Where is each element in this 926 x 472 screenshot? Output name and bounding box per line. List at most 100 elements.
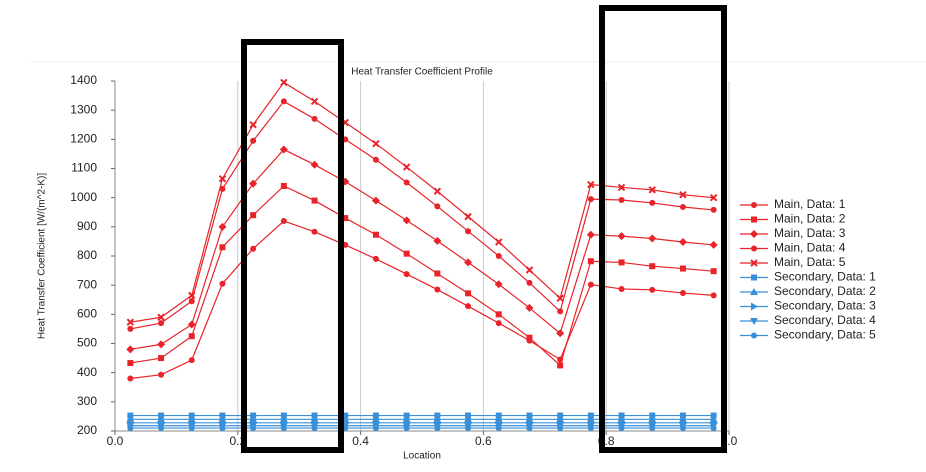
marker <box>310 97 319 106</box>
marker <box>280 183 287 189</box>
marker <box>311 197 318 204</box>
marker <box>219 185 226 192</box>
marker <box>495 425 502 432</box>
series-line <box>130 148 714 350</box>
marker <box>648 186 656 194</box>
legend-label: Main, Data: 5 <box>774 255 846 269</box>
marker <box>311 425 318 432</box>
marker <box>372 140 380 148</box>
marker <box>311 115 318 122</box>
marker <box>525 303 534 312</box>
marker <box>679 204 686 210</box>
marker <box>280 218 287 224</box>
marker <box>218 222 227 231</box>
marker <box>556 294 564 302</box>
marker <box>434 425 441 432</box>
marker <box>617 183 626 192</box>
marker <box>403 179 410 186</box>
marker <box>310 160 319 169</box>
marker <box>250 212 257 219</box>
x-tick-label: 0.4 <box>352 434 369 448</box>
marker <box>679 425 686 432</box>
legend-marker <box>751 202 757 208</box>
legend-marker <box>750 288 758 295</box>
marker <box>587 281 594 288</box>
legend-marker <box>750 259 758 267</box>
marker <box>587 180 595 189</box>
legend-marker <box>750 318 758 325</box>
marker <box>586 230 595 239</box>
marker <box>157 340 166 349</box>
marker <box>433 236 442 245</box>
marker <box>250 245 257 252</box>
marker <box>679 191 687 199</box>
marker <box>434 203 441 210</box>
marker <box>465 303 472 310</box>
marker <box>249 179 258 188</box>
marker <box>250 425 257 432</box>
y-tick-label: 1000 <box>70 190 97 204</box>
y-tick-label: 1300 <box>70 102 97 116</box>
marker <box>465 425 472 432</box>
legend-label: Secondary, Data: 5 <box>774 328 876 342</box>
y-tick-label: 900 <box>77 219 97 233</box>
marker <box>219 425 226 432</box>
marker <box>188 298 195 305</box>
y-tick-label: 200 <box>77 423 97 437</box>
marker <box>311 228 318 235</box>
series-line <box>130 81 714 323</box>
series-line <box>130 220 714 380</box>
marker <box>187 320 196 329</box>
marker <box>617 232 626 241</box>
marker <box>464 258 473 267</box>
marker <box>649 199 656 206</box>
marker <box>495 320 502 327</box>
marker <box>280 425 287 432</box>
y-tick-label: 1200 <box>70 132 97 146</box>
legend-marker <box>751 332 757 339</box>
marker <box>494 280 503 289</box>
marker <box>127 360 134 367</box>
marker <box>495 238 503 246</box>
marker <box>249 121 257 129</box>
marker <box>372 231 379 238</box>
marker <box>158 320 165 327</box>
marker <box>342 215 349 222</box>
highlight-box <box>241 39 344 453</box>
marker <box>126 318 135 326</box>
highlight-box <box>599 5 727 453</box>
marker <box>587 258 594 265</box>
legend-label: Main, Data: 3 <box>774 226 846 240</box>
marker <box>402 163 411 171</box>
marker <box>464 212 472 221</box>
marker <box>219 280 226 287</box>
marker <box>649 425 656 432</box>
legend-marker <box>751 274 757 281</box>
marker <box>587 196 594 203</box>
marker <box>649 286 656 293</box>
y-tick-label: 300 <box>77 394 97 408</box>
marker <box>557 308 564 315</box>
marker <box>434 270 441 277</box>
marker <box>710 206 717 213</box>
marker <box>557 362 564 369</box>
legend-label: Main, Data: 1 <box>774 197 846 211</box>
y-tick-label: 700 <box>77 277 97 291</box>
marker <box>188 425 195 432</box>
marker <box>710 268 717 275</box>
marker <box>649 263 656 270</box>
y-axis-label: Heat Transfer Coefficient [W/(m^2-K)] <box>37 173 48 339</box>
x-axis-label: Location <box>403 451 441 462</box>
marker <box>372 156 379 163</box>
series-line <box>130 185 714 367</box>
marker <box>127 425 134 432</box>
marker <box>157 313 165 321</box>
marker <box>402 216 411 225</box>
legend-label: Secondary, Data: 3 <box>774 299 876 313</box>
legend-label: Secondary, Data: 2 <box>774 284 876 298</box>
marker <box>709 193 718 202</box>
marker <box>250 137 257 144</box>
marker <box>679 265 686 272</box>
